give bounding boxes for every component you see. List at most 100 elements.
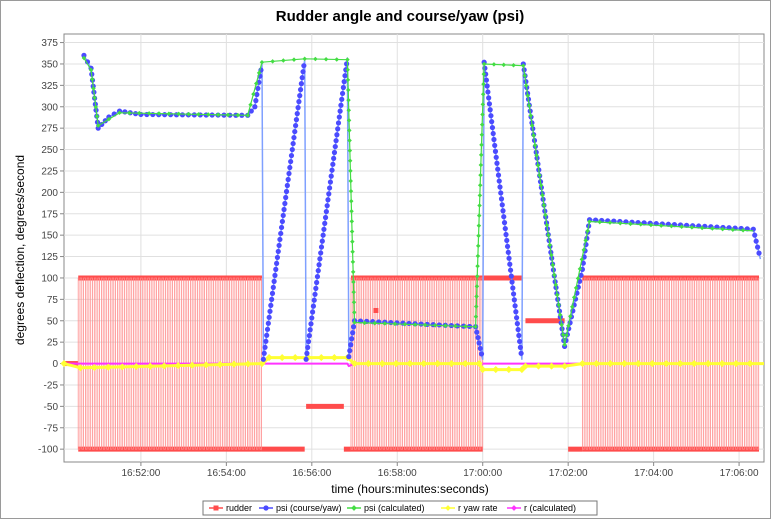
yaw-rate-point	[230, 360, 238, 368]
psi-point	[346, 354, 352, 360]
psi-point	[486, 101, 493, 107]
psi-point	[261, 350, 267, 356]
y-tick-label: 0	[52, 359, 58, 370]
psi-point	[504, 243, 511, 250]
psi-point	[281, 206, 287, 213]
psi-point	[334, 132, 340, 138]
psi-point	[477, 345, 483, 352]
yaw-rate-point	[534, 362, 543, 370]
psi-point	[513, 309, 519, 315]
yaw-rate-point	[592, 360, 600, 368]
psi-point	[314, 279, 320, 286]
y-tick-label: 25	[47, 338, 59, 349]
psi-point	[494, 160, 500, 166]
psi-calculated-point	[575, 276, 581, 281]
y-tick-label: 225	[41, 166, 58, 177]
x-tick-label: 16:56:00	[292, 468, 331, 479]
yaw-rate-point	[732, 360, 740, 368]
psi-calculated-point	[557, 312, 563, 318]
y-tick-label: -75	[44, 423, 59, 434]
y-tick-label: 150	[41, 231, 58, 242]
yaw-rate-point	[704, 360, 712, 368]
psi-point	[335, 126, 341, 132]
psi-point	[482, 65, 488, 71]
psi-point	[304, 350, 310, 356]
psi-point	[263, 338, 269, 344]
psi-calculated-point	[350, 249, 355, 254]
psi-point	[307, 327, 313, 333]
legend-marker	[351, 505, 357, 511]
psi-calculated-point	[477, 203, 482, 208]
psi-point	[305, 344, 311, 351]
y-tick-label: -50	[44, 402, 59, 413]
psi-calculated-point	[81, 55, 87, 61]
y-tick-label: 375	[41, 38, 58, 49]
psi-calculated-point	[476, 233, 481, 239]
psi-point	[288, 158, 294, 165]
psi-point	[509, 279, 515, 285]
yaw-rate-point	[648, 360, 656, 368]
psi-point	[497, 184, 503, 190]
psi-calculated-point	[352, 320, 357, 325]
psi-calculated-point	[566, 323, 571, 329]
psi-calculated-point	[349, 209, 354, 214]
psi-point	[310, 303, 317, 309]
psi-point	[303, 356, 309, 362]
psi-calculated-point	[351, 299, 357, 305]
yaw-rate-point	[364, 360, 372, 368]
psi-calculated-point	[347, 128, 352, 133]
psi-point	[320, 232, 326, 238]
yaw-rate-point	[718, 360, 726, 368]
psi-calculated-point	[476, 223, 482, 228]
psi-point	[252, 104, 258, 110]
psi-point	[752, 232, 758, 238]
psi-point	[483, 77, 490, 83]
psi-point	[292, 128, 298, 135]
psi-calculated-point	[106, 116, 112, 122]
legend-item: r yaw rate	[441, 503, 498, 513]
yaw-rate-point	[561, 362, 569, 370]
psi-calculated-point	[568, 314, 573, 319]
psi-point	[507, 267, 514, 273]
psi-point	[248, 108, 254, 114]
psi-point	[347, 348, 353, 354]
psi-point	[350, 330, 356, 336]
psi-point	[500, 208, 506, 214]
psi-point	[150, 111, 156, 118]
psi-point	[319, 238, 325, 244]
x-axis-label: time (hours:minutes:seconds)	[331, 482, 488, 496]
yaw-rate-point	[634, 360, 642, 368]
psi-calculated-point	[432, 323, 438, 328]
rudder-oscillation	[582, 277, 760, 450]
psi-point	[327, 179, 334, 185]
psi-point	[328, 173, 334, 179]
yaw-rate-point	[690, 360, 698, 368]
psi-point	[478, 351, 485, 357]
psi-calculated-point	[334, 57, 339, 62]
psi-point	[95, 125, 101, 131]
psi-calculated-point	[206, 112, 211, 117]
psi-point	[284, 182, 290, 189]
psi-calculated-point	[352, 310, 357, 315]
y-tick-label: -100	[38, 445, 58, 456]
yaw-rate-point	[146, 362, 154, 370]
psi-point	[253, 98, 259, 104]
psi-point	[487, 107, 493, 113]
psi-calculated-point	[554, 292, 560, 298]
y-tick-label: 175	[41, 209, 58, 220]
psi-point	[489, 119, 495, 125]
psi-point	[492, 142, 498, 149]
yaw-rate-point	[420, 360, 428, 368]
psi-point	[280, 212, 286, 219]
psi-point	[496, 178, 502, 184]
y-axis-label: degrees deflection, degrees/second	[13, 155, 27, 345]
psi-point	[331, 149, 338, 156]
psi-point	[342, 73, 348, 79]
yaw-rate-point	[291, 354, 299, 362]
psi-point	[504, 237, 510, 244]
x-tick-label: 16:54:00	[207, 468, 246, 479]
psi-point	[162, 112, 168, 118]
yaw-rate-point	[188, 361, 196, 369]
psi-calculated-point	[196, 112, 201, 117]
psi-point	[293, 117, 300, 123]
